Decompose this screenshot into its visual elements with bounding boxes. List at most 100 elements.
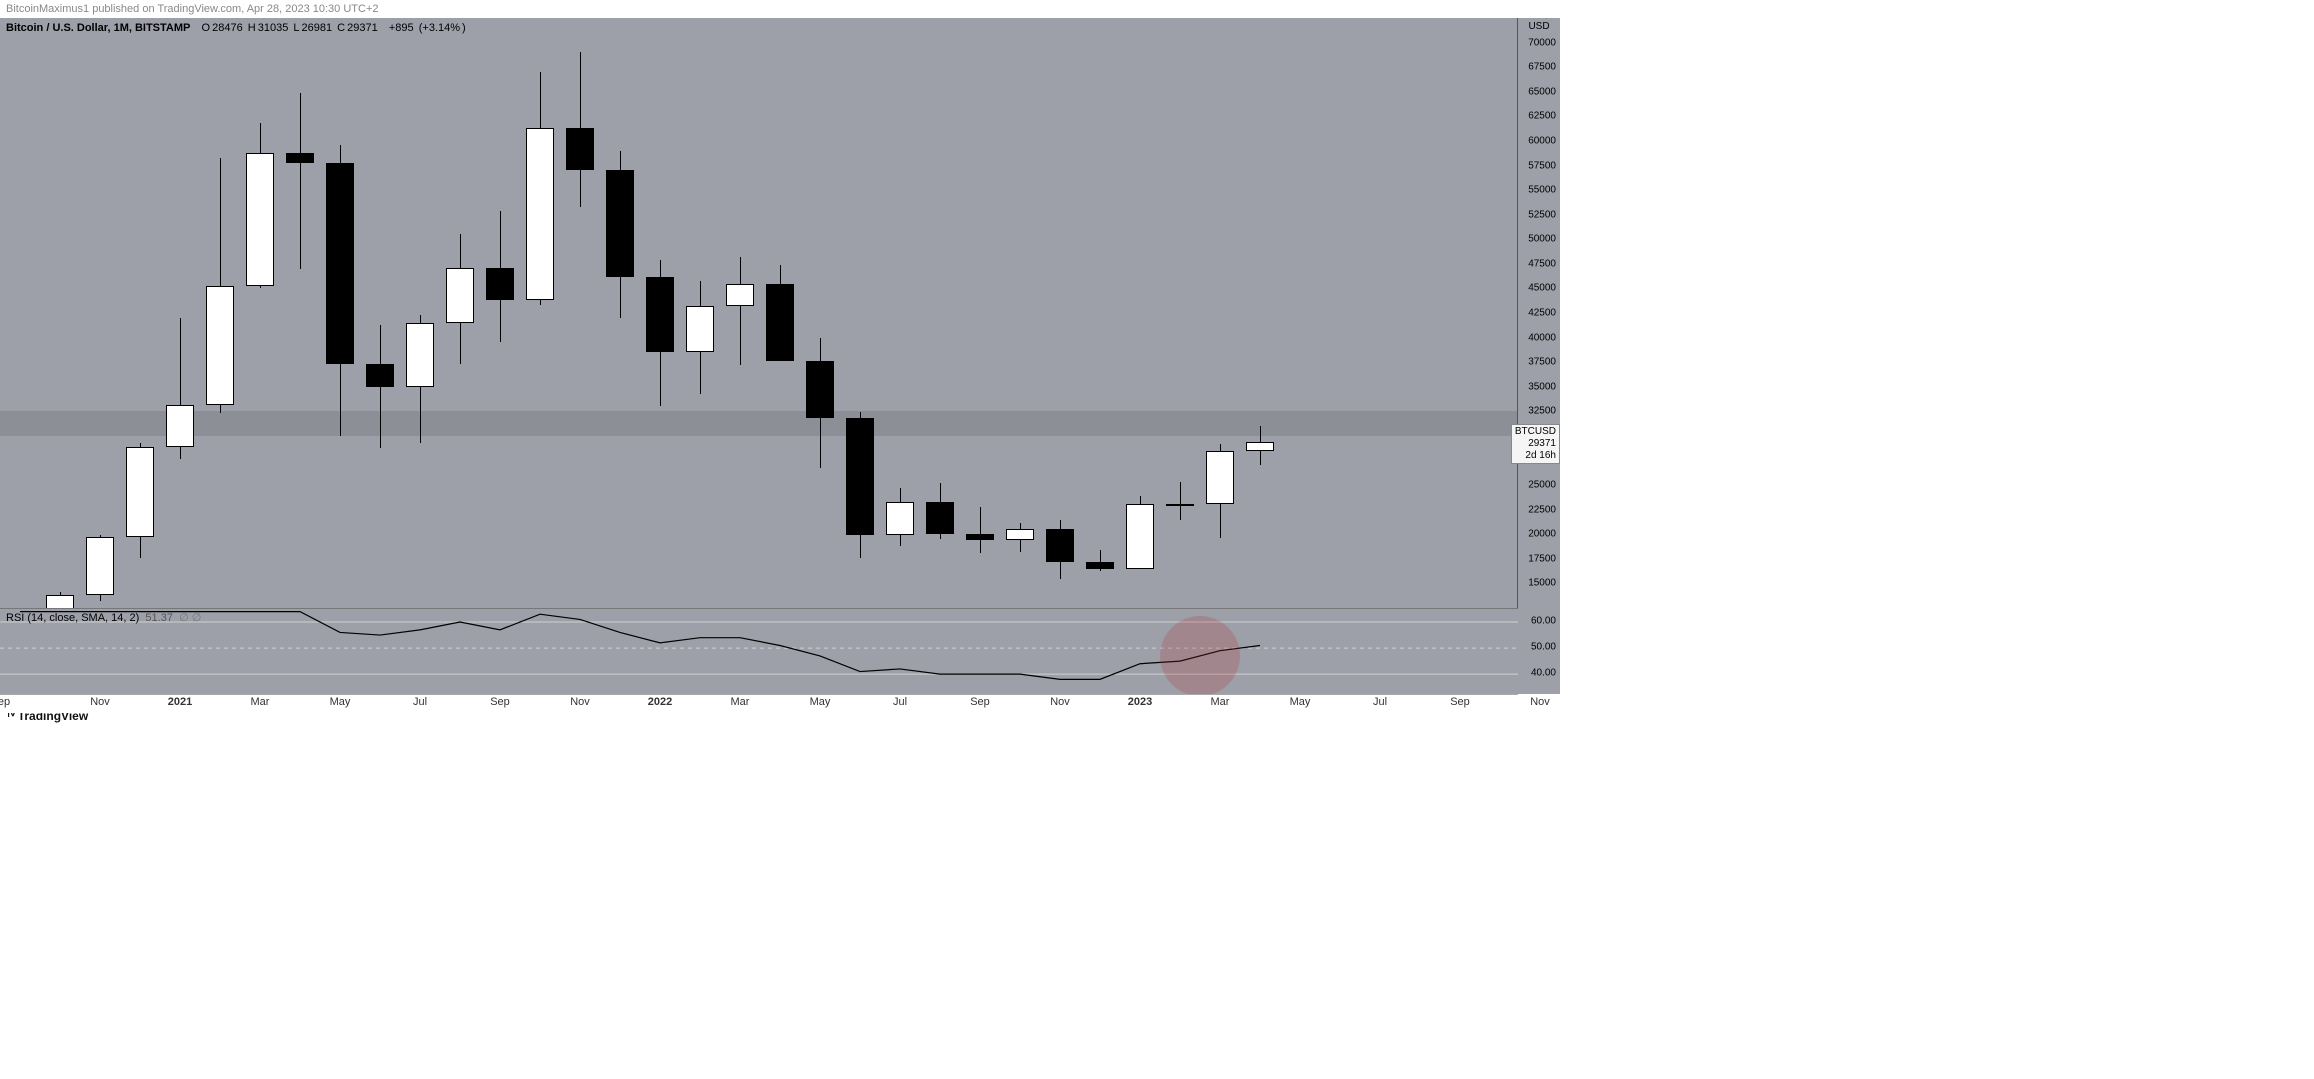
time-axis-label: Nov bbox=[570, 696, 590, 708]
candle-body bbox=[1166, 504, 1194, 506]
rsi-line-chart bbox=[0, 609, 1518, 695]
candle-body bbox=[686, 306, 714, 352]
candle-body bbox=[766, 284, 794, 362]
time-axis[interactable]: ep Nov 2021 Mar May Jul Sep Nov 2022 Mar May Jul Sep… bbox=[0, 694, 1518, 713]
price-y-tick: 60000 bbox=[1528, 135, 1556, 146]
price-y-tick: 47500 bbox=[1528, 258, 1556, 269]
ohlc-change-pct: (+3.14%) bbox=[419, 22, 466, 34]
horizontal-support-band bbox=[0, 411, 1518, 436]
price-y-tick: 65000 bbox=[1528, 86, 1556, 97]
candle-wick bbox=[740, 257, 741, 365]
ohlc-legend: Bitcoin / U.S. Dollar, 1M, BITSTAMP O284… bbox=[6, 22, 468, 34]
candle-body bbox=[726, 284, 754, 307]
time-axis-label: Jul bbox=[1373, 696, 1387, 708]
time-axis-label: 2023 bbox=[1128, 696, 1152, 708]
price-y-tick: 15000 bbox=[1528, 578, 1556, 589]
time-axis-label: Jul bbox=[893, 696, 907, 708]
publish-text: BitcoinMaximus1 published on TradingView… bbox=[6, 3, 379, 15]
time-axis-label: Mar bbox=[731, 696, 750, 708]
time-axis-label: May bbox=[330, 696, 351, 708]
candle-body bbox=[246, 153, 274, 287]
price-y-tick: 37500 bbox=[1528, 357, 1556, 368]
time-axis-label: 2021 bbox=[168, 696, 192, 708]
candle-body bbox=[566, 128, 594, 170]
price-tag-value: 29371 bbox=[1515, 438, 1556, 450]
time-axis-label: Sep bbox=[490, 696, 510, 708]
candle-body bbox=[926, 502, 954, 534]
price-y-tick: 52500 bbox=[1528, 209, 1556, 220]
price-y-tick: 35000 bbox=[1528, 381, 1556, 392]
price-y-tick: 45000 bbox=[1528, 283, 1556, 294]
time-axis-label: Nov bbox=[1530, 696, 1550, 708]
time-axis-label: Nov bbox=[90, 696, 110, 708]
price-y-tick: 17500 bbox=[1528, 553, 1556, 564]
candle-body bbox=[966, 534, 994, 540]
price-y-tick: 67500 bbox=[1528, 62, 1556, 73]
price-y-tick: 62500 bbox=[1528, 111, 1556, 122]
chart-wrapper: Bitcoin / U.S. Dollar, 1M, BITSTAMP O284… bbox=[0, 18, 1560, 704]
price-y-tick: 20000 bbox=[1528, 529, 1556, 540]
ohlc-high: 31035 bbox=[258, 22, 289, 34]
price-pane[interactable]: Bitcoin / U.S. Dollar, 1M, BITSTAMP O284… bbox=[0, 18, 1518, 608]
candle-body bbox=[606, 170, 634, 276]
candle-body bbox=[1086, 562, 1114, 569]
rsi-value: 51.37 bbox=[145, 612, 173, 624]
rsi-y-tick: 50.00 bbox=[1531, 642, 1556, 653]
time-axis-label: 2022 bbox=[648, 696, 672, 708]
price-tag-pair: BTCUSD bbox=[1515, 426, 1556, 438]
price-y-axis[interactable]: USD 150001750020000225002500027500300003… bbox=[1517, 18, 1560, 694]
rsi-y-tick: 40.00 bbox=[1531, 668, 1556, 679]
time-axis-label: Nov bbox=[1050, 696, 1070, 708]
price-y-tick: 55000 bbox=[1528, 185, 1556, 196]
time-axis-label: Mar bbox=[251, 696, 270, 708]
candle-body bbox=[326, 163, 354, 365]
candle-body bbox=[1126, 504, 1154, 569]
candle-body bbox=[86, 537, 114, 595]
price-y-tick: 25000 bbox=[1528, 480, 1556, 491]
price-y-tick: 42500 bbox=[1528, 308, 1556, 319]
rsi-extra: ∅ ∅ bbox=[179, 612, 201, 624]
time-axis-label: Jul bbox=[413, 696, 427, 708]
candle-body bbox=[646, 277, 674, 353]
candle-body bbox=[126, 447, 154, 537]
candle-body bbox=[806, 361, 834, 418]
price-y-tick: 57500 bbox=[1528, 160, 1556, 171]
time-axis-label: May bbox=[1290, 696, 1311, 708]
candle-wick bbox=[980, 507, 981, 553]
ohlc-open: 28476 bbox=[212, 22, 243, 34]
candle-body bbox=[886, 502, 914, 535]
candle-body bbox=[1006, 529, 1034, 540]
symbol-title: Bitcoin / U.S. Dollar, 1M, BITSTAMP bbox=[6, 22, 190, 34]
candle-body bbox=[206, 286, 234, 405]
time-axis-label: ep bbox=[0, 696, 10, 708]
publish-header: BitcoinMaximus1 published on TradingView… bbox=[0, 0, 2314, 18]
price-y-tick: 40000 bbox=[1528, 332, 1556, 343]
candle-body bbox=[286, 153, 314, 163]
price-y-tick: 70000 bbox=[1528, 37, 1556, 48]
rsi-legend: RSI (14, close, SMA, 14, 2) 51.37 ∅ ∅ bbox=[6, 611, 201, 624]
ohlc-low: 26981 bbox=[302, 22, 333, 34]
ohlc-change: +895 bbox=[389, 22, 414, 34]
time-axis-label: May bbox=[810, 696, 831, 708]
last-price-tag: BTCUSD 29371 2d 16h bbox=[1511, 424, 1560, 464]
rsi-pane[interactable]: RSI (14, close, SMA, 14, 2) 51.37 ∅ ∅ bbox=[0, 608, 1518, 695]
candle-wick bbox=[300, 93, 301, 269]
candle-body bbox=[446, 268, 474, 323]
candle-body bbox=[366, 364, 394, 387]
price-y-tick: 50000 bbox=[1528, 234, 1556, 245]
candle-body bbox=[166, 405, 194, 446]
rsi-y-tick: 60.00 bbox=[1531, 616, 1556, 627]
candle-body bbox=[1246, 442, 1274, 451]
price-y-tick: 22500 bbox=[1528, 504, 1556, 515]
price-y-tick: 32500 bbox=[1528, 406, 1556, 417]
candle-wick bbox=[1180, 482, 1181, 520]
time-axis-label: Sep bbox=[1450, 696, 1470, 708]
candle-body bbox=[406, 323, 434, 387]
time-axis-label: Mar bbox=[1211, 696, 1230, 708]
candle-body bbox=[1046, 529, 1074, 561]
price-tag-countdown: 2d 16h bbox=[1515, 450, 1556, 462]
rsi-label: RSI (14, close, SMA, 14, 2) bbox=[6, 612, 139, 624]
candle-body bbox=[846, 418, 874, 535]
candle-body bbox=[486, 268, 514, 300]
rsi-highlight-circle bbox=[1160, 616, 1240, 696]
